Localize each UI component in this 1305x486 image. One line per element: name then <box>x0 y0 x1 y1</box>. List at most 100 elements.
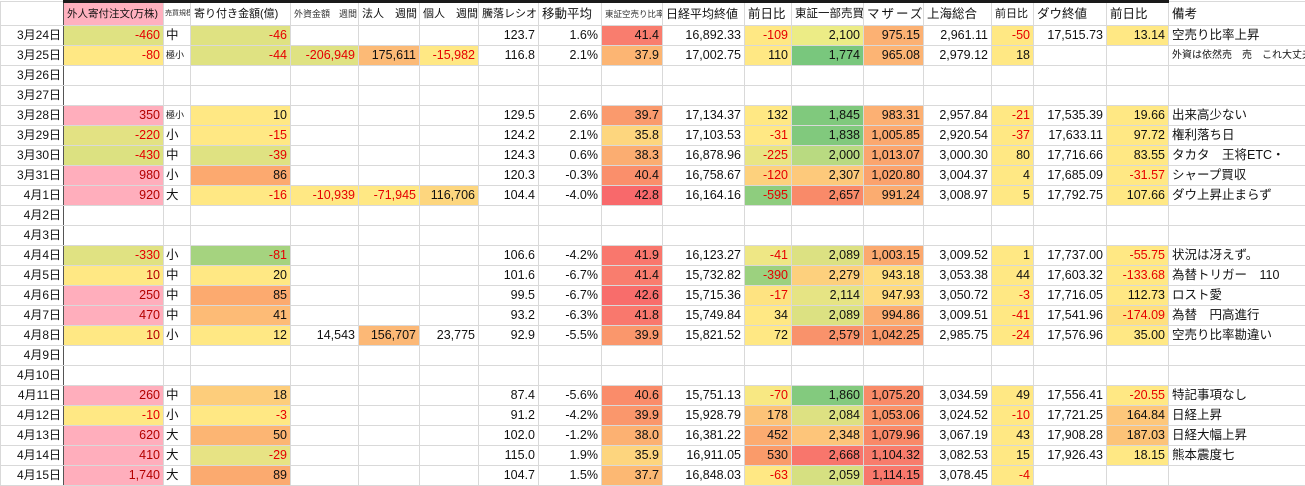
cell-ratio[interactable]: 104.4 <box>479 186 539 206</box>
cell-dow_chg[interactable] <box>1107 226 1169 246</box>
cell-shanghai_chg[interactable]: 43 <box>992 426 1034 446</box>
cell-kibo[interactable] <box>164 206 191 226</box>
cell-hojin[interactable] <box>359 86 420 106</box>
cell-dow_chg[interactable] <box>1107 66 1169 86</box>
header-nikkei-change[interactable]: 前日比 <box>745 2 792 26</box>
cell-mothers[interactable]: 991.24 <box>864 186 924 206</box>
cell-kojin[interactable] <box>420 306 479 326</box>
cell-kojin[interactable]: 116,706 <box>420 186 479 206</box>
cell-ratio[interactable]: 104.7 <box>479 466 539 486</box>
cell-memo[interactable] <box>1169 346 1305 366</box>
cell-memo[interactable]: 日経大幅上昇 <box>1169 426 1305 446</box>
cell-dow[interactable]: 17,792.75 <box>1034 186 1107 206</box>
row-date[interactable]: 4月8日 <box>1 326 64 346</box>
cell-mothers[interactable]: 965.08 <box>864 46 924 66</box>
row-date[interactable]: 4月9日 <box>1 346 64 366</box>
cell-tosho[interactable]: 1,838 <box>792 126 864 146</box>
cell-mothers[interactable]: 1,042.25 <box>864 326 924 346</box>
cell-kibo[interactable] <box>164 66 191 86</box>
cell-karauri[interactable]: 39.9 <box>602 406 663 426</box>
cell-memo[interactable]: 日経上昇 <box>1169 406 1305 426</box>
cell-karauri[interactable]: 41.4 <box>602 266 663 286</box>
cell-nikkei[interactable]: 15,715.36 <box>663 286 745 306</box>
cell-karauri[interactable]: 37.9 <box>602 46 663 66</box>
cell-shanghai_chg[interactable] <box>992 366 1034 386</box>
row-date[interactable]: 3月30日 <box>1 146 64 166</box>
cell-kojin[interactable]: -15,982 <box>420 46 479 66</box>
cell-shanghai[interactable]: 3,034.59 <box>924 386 992 406</box>
cell-kibo[interactable]: 極小 <box>164 106 191 126</box>
cell-kojin[interactable] <box>420 66 479 86</box>
header-notes[interactable]: 備考 <box>1169 2 1305 26</box>
cell-karauri[interactable]: 38.0 <box>602 426 663 446</box>
cell-dow_chg[interactable]: 13.14 <box>1107 26 1169 46</box>
cell-kojin[interactable] <box>420 426 479 446</box>
cell-yori[interactable]: 86 <box>191 166 291 186</box>
cell-nikkei_chg[interactable]: -63 <box>745 466 792 486</box>
cell-hojin[interactable] <box>359 166 420 186</box>
cell-shanghai_chg[interactable]: -50 <box>992 26 1034 46</box>
cell-tosho[interactable]: 2,579 <box>792 326 864 346</box>
cell-karauri[interactable]: 42.6 <box>602 286 663 306</box>
cell-hojin[interactable] <box>359 146 420 166</box>
cell-ratio[interactable] <box>479 66 539 86</box>
cell-nikkei[interactable] <box>663 226 745 246</box>
cell-yori[interactable] <box>191 206 291 226</box>
row-date[interactable]: 4月3日 <box>1 226 64 246</box>
cell-yori[interactable]: 89 <box>191 466 291 486</box>
cell-kibo[interactable]: 大 <box>164 426 191 446</box>
cell-kojin[interactable] <box>420 246 479 266</box>
row-date[interactable]: 4月10日 <box>1 366 64 386</box>
cell-shanghai_chg[interactable] <box>992 346 1034 366</box>
cell-nikkei[interactable] <box>663 206 745 226</box>
cell-hojin[interactable] <box>359 426 420 446</box>
cell-shanghai[interactable]: 2,985.75 <box>924 326 992 346</box>
cell-ma[interactable]: 0.6% <box>539 146 602 166</box>
cell-shanghai_chg[interactable] <box>992 86 1034 106</box>
cell-gaijin[interactable]: -220 <box>64 126 164 146</box>
cell-shanghai[interactable]: 3,082.53 <box>924 446 992 466</box>
cell-gaishi[interactable]: -10,939 <box>291 186 359 206</box>
cell-ratio[interactable]: 101.6 <box>479 266 539 286</box>
cell-mothers[interactable]: 1,075.20 <box>864 386 924 406</box>
cell-yori[interactable]: 10 <box>191 106 291 126</box>
cell-ma[interactable]: -1.2% <box>539 426 602 446</box>
cell-tosho[interactable]: 2,307 <box>792 166 864 186</box>
cell-dow[interactable]: 17,633.11 <box>1034 126 1107 146</box>
cell-karauri[interactable]: 42.8 <box>602 186 663 206</box>
cell-kojin[interactable] <box>420 166 479 186</box>
cell-ratio[interactable]: 115.0 <box>479 446 539 466</box>
cell-shanghai_chg[interactable]: -21 <box>992 106 1034 126</box>
cell-hojin[interactable] <box>359 266 420 286</box>
cell-nikkei_chg[interactable]: -70 <box>745 386 792 406</box>
cell-karauri[interactable] <box>602 226 663 246</box>
header-foreign-weekly[interactable]: 外資金額 週間 <box>291 2 359 26</box>
cell-mothers[interactable]: 983.31 <box>864 106 924 126</box>
cell-dow[interactable] <box>1034 366 1107 386</box>
row-date[interactable]: 3月24日 <box>1 26 64 46</box>
cell-gaishi[interactable] <box>291 106 359 126</box>
cell-ma[interactable]: -0.3% <box>539 166 602 186</box>
cell-ratio[interactable]: 106.6 <box>479 246 539 266</box>
row-date[interactable]: 4月12日 <box>1 406 64 426</box>
cell-dow[interactable]: 17,515.73 <box>1034 26 1107 46</box>
cell-memo[interactable]: 出来高少ない <box>1169 106 1305 126</box>
cell-shanghai[interactable]: 3,024.52 <box>924 406 992 426</box>
cell-memo[interactable]: ロスト愛 <box>1169 286 1305 306</box>
cell-shanghai_chg[interactable]: -4 <box>992 466 1034 486</box>
cell-gaijin[interactable]: 10 <box>64 266 164 286</box>
cell-yori[interactable]: 50 <box>191 426 291 446</box>
cell-nikkei[interactable]: 16,758.67 <box>663 166 745 186</box>
cell-dow_chg[interactable] <box>1107 346 1169 366</box>
cell-tosho[interactable]: 2,348 <box>792 426 864 446</box>
cell-kojin[interactable] <box>420 126 479 146</box>
cell-gaijin[interactable]: -330 <box>64 246 164 266</box>
cell-nikkei[interactable]: 16,911.05 <box>663 446 745 466</box>
cell-shanghai_chg[interactable]: -41 <box>992 306 1034 326</box>
cell-kojin[interactable] <box>420 406 479 426</box>
cell-ma[interactable]: -4.2% <box>539 406 602 426</box>
cell-ma[interactable]: -6.7% <box>539 266 602 286</box>
cell-mothers[interactable]: 975.15 <box>864 26 924 46</box>
cell-gaijin[interactable] <box>64 346 164 366</box>
cell-ma[interactable] <box>539 66 602 86</box>
